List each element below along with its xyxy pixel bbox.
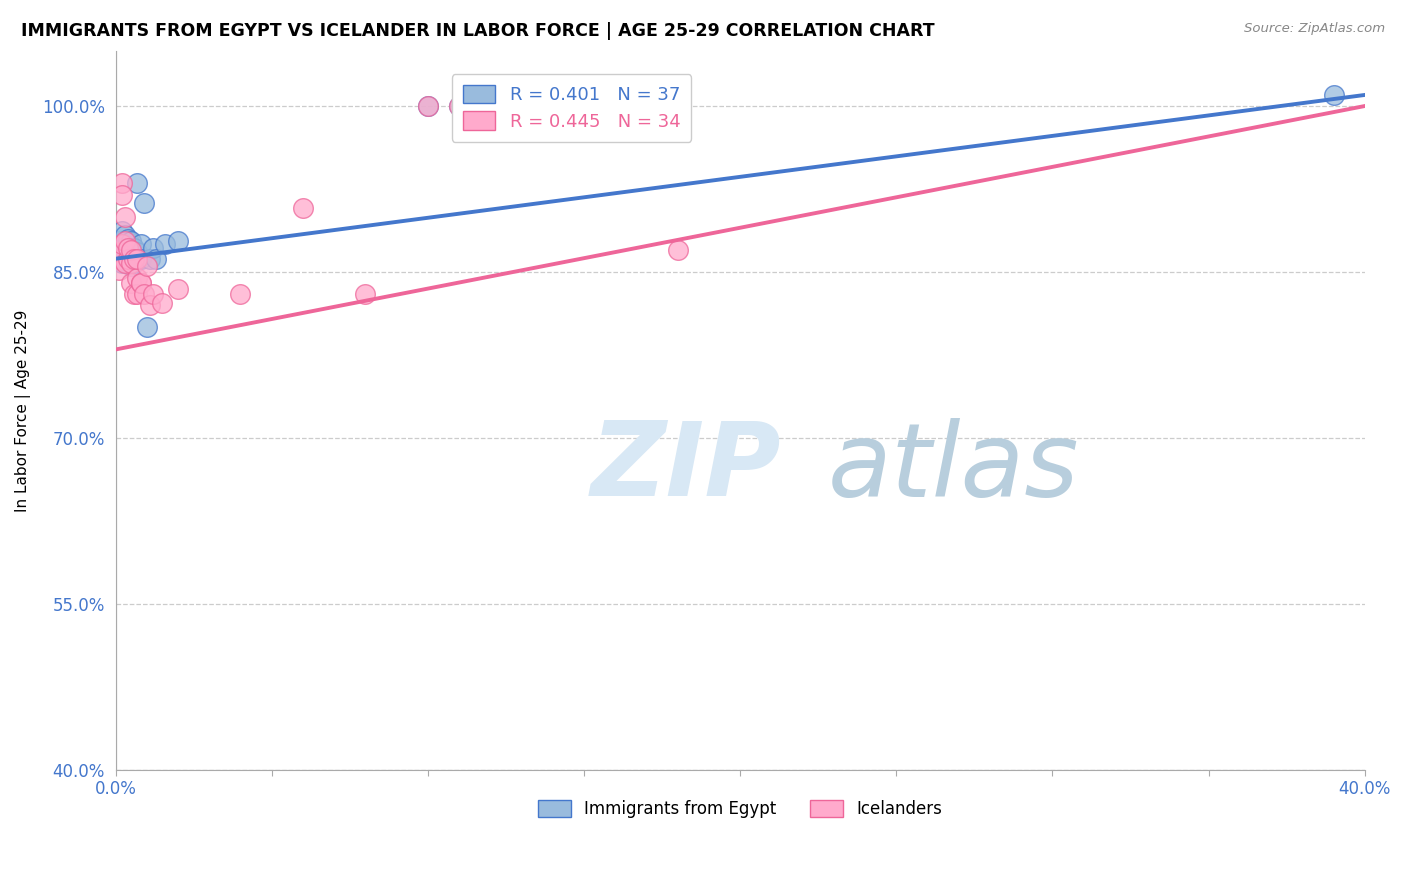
Point: [114, 252, 136, 266]
Point: [114, 228, 136, 243]
Point: [122, 252, 145, 266]
Point: [122, 256, 145, 270]
Text: ZIP: ZIP: [591, 417, 780, 518]
Point: [107, 262, 129, 277]
Legend: Immigrants from Egypt, Icelanders: Immigrants from Egypt, Icelanders: [530, 791, 950, 826]
Y-axis label: In Labor Force | Age 25-29: In Labor Force | Age 25-29: [15, 310, 31, 511]
Point: [114, 234, 136, 248]
Point: [111, 187, 134, 202]
Point: [127, 287, 149, 301]
Point: [1322, 87, 1344, 102]
Point: [150, 296, 173, 310]
Point: [122, 287, 145, 301]
Point: [107, 234, 129, 248]
Point: [127, 245, 149, 260]
Point: [416, 99, 439, 113]
Point: [111, 224, 134, 238]
Point: [111, 237, 134, 252]
Point: [114, 256, 136, 270]
Point: [120, 276, 142, 290]
Point: [111, 256, 134, 270]
Point: [120, 243, 142, 257]
Point: [120, 256, 142, 270]
Point: [155, 237, 177, 252]
Point: [167, 234, 190, 248]
Text: IMMIGRANTS FROM EGYPT VS ICELANDER IN LABOR FORCE | AGE 25-29 CORRELATION CHART: IMMIGRANTS FROM EGYPT VS ICELANDER IN LA…: [21, 22, 935, 40]
Point: [135, 260, 157, 274]
Point: [117, 232, 139, 246]
Point: [129, 276, 152, 290]
Point: [111, 237, 134, 252]
Point: [107, 252, 129, 266]
Point: [114, 243, 136, 257]
Point: [510, 99, 533, 113]
Point: [120, 260, 142, 274]
Point: [114, 254, 136, 268]
Point: [127, 177, 149, 191]
Point: [114, 237, 136, 252]
Point: [127, 252, 149, 266]
Point: [129, 252, 152, 266]
Point: [354, 287, 377, 301]
Point: [107, 252, 129, 266]
Point: [291, 201, 314, 215]
Point: [449, 99, 471, 113]
Point: [114, 210, 136, 224]
Point: [111, 248, 134, 262]
Point: [117, 241, 139, 255]
Point: [139, 298, 162, 312]
Point: [229, 287, 252, 301]
Point: [111, 177, 134, 191]
Point: [107, 245, 129, 260]
Point: [145, 252, 167, 266]
Point: [139, 252, 162, 266]
Point: [142, 241, 165, 255]
Point: [666, 243, 689, 257]
Point: [117, 248, 139, 262]
Point: [117, 241, 139, 255]
Point: [479, 99, 502, 113]
Point: [132, 287, 155, 301]
Point: [135, 320, 157, 334]
Point: [117, 252, 139, 266]
Point: [127, 270, 149, 285]
Point: [120, 245, 142, 260]
Point: [142, 287, 165, 301]
Point: [132, 196, 155, 211]
Point: [449, 99, 471, 113]
Point: [129, 276, 152, 290]
Text: atlas: atlas: [828, 417, 1080, 518]
Point: [129, 237, 152, 252]
Point: [120, 234, 142, 248]
Point: [167, 282, 190, 296]
Point: [510, 99, 533, 113]
Point: [117, 256, 139, 270]
Point: [122, 241, 145, 255]
Point: [107, 245, 129, 260]
Text: Source: ZipAtlas.com: Source: ZipAtlas.com: [1244, 22, 1385, 36]
Point: [416, 99, 439, 113]
